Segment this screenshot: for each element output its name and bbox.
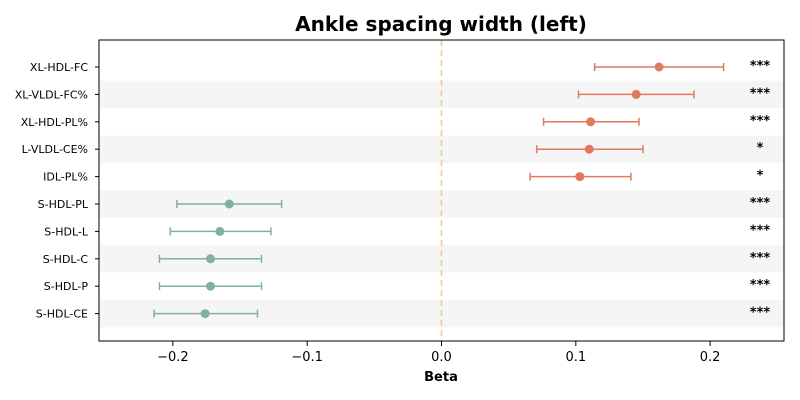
significance-label: *** — [750, 251, 771, 266]
category-label: S-HDL-C — [43, 253, 89, 266]
significance-label: * — [757, 169, 764, 184]
x-tick-label: −0.2 — [157, 350, 189, 365]
category-label: S-HDL-PL — [38, 198, 89, 211]
estimate-point — [584, 144, 594, 154]
significance-label: *** — [750, 114, 771, 129]
category-label: IDL-PL% — [43, 171, 88, 184]
category-label: XL-HDL-PL% — [21, 116, 88, 129]
estimate-point — [205, 254, 215, 264]
significance-label: * — [757, 141, 764, 156]
category-label: S-HDL-L — [44, 225, 89, 238]
category-label: L-VLDL-CE% — [22, 143, 88, 156]
x-tick-label: 0.2 — [700, 350, 721, 365]
significance-label: *** — [750, 223, 771, 238]
chart-title: Ankle spacing width (left) — [295, 12, 587, 36]
significance-label: *** — [750, 59, 771, 74]
estimate-point — [205, 281, 215, 291]
estimate-point — [575, 172, 585, 182]
estimate-point — [215, 226, 225, 236]
x-axis-label: Beta — [424, 370, 458, 385]
significance-label: *** — [750, 196, 771, 211]
row-band — [99, 135, 784, 163]
category-label: XL-VLDL-FC% — [15, 88, 88, 101]
x-tick-label: −0.1 — [291, 350, 323, 365]
estimate-marks — [153, 62, 725, 319]
category-label: S-HDL-P — [44, 280, 89, 293]
x-tick-label: 0.0 — [431, 350, 452, 365]
estimate-point — [224, 199, 234, 209]
estimate-point — [200, 309, 210, 319]
significance-label: *** — [750, 306, 771, 321]
x-tick-label: 0.1 — [565, 350, 586, 365]
significance-label: *** — [750, 278, 771, 293]
axes: XL-HDL-FC *** XL-VLDL-FC% *** XL-HDL-PL% *** L… — [15, 39, 785, 365]
estimate-point — [631, 89, 641, 99]
category-label: XL-HDL-FC — [30, 61, 88, 74]
estimate-point — [586, 117, 596, 127]
estimate-point — [654, 62, 664, 72]
significance-label: *** — [750, 86, 771, 101]
category-label: S-HDL-CE — [36, 308, 88, 321]
